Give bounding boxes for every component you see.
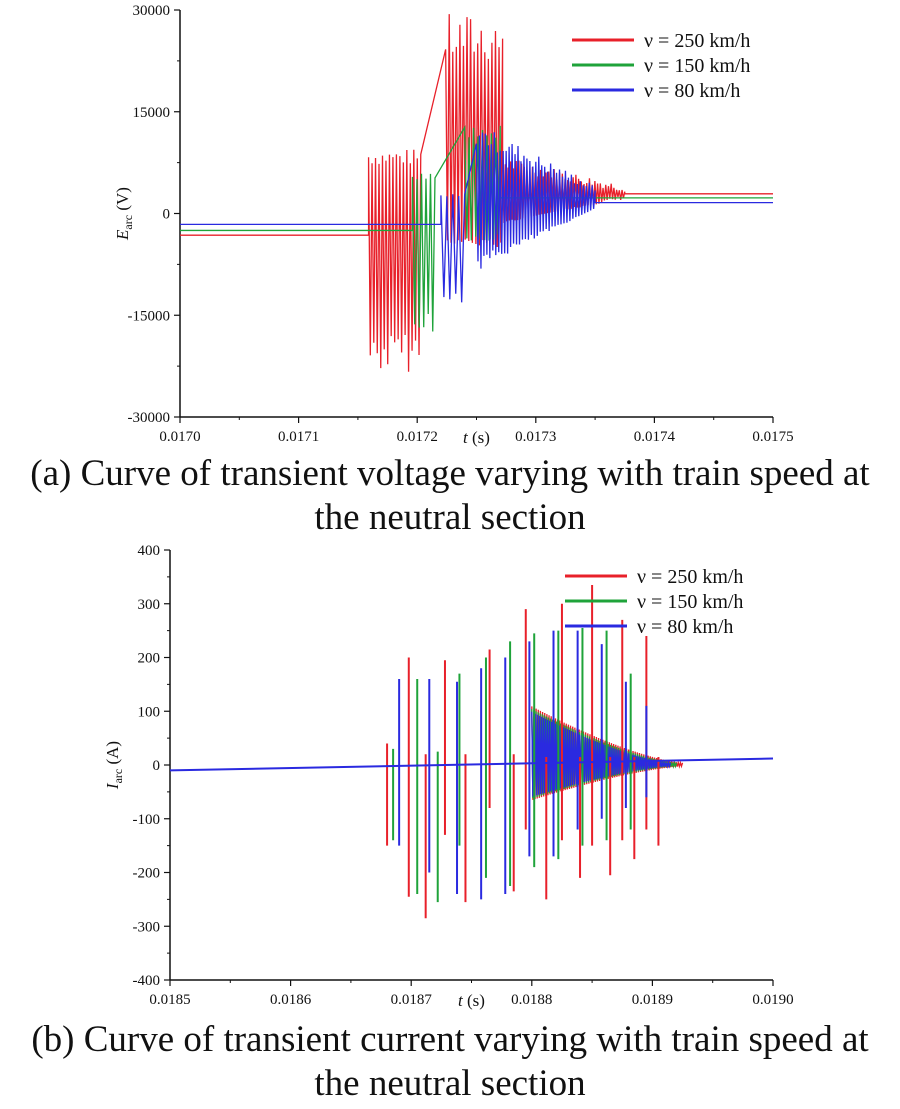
current-chart: 400 300 200 100 0 -100 -200 -300 -400 0.0185 0.018… <box>103 543 794 1010</box>
y-tick-label: -200 <box>133 866 161 882</box>
caption-a-line1: (a) Curve of transient voltage varying w… <box>30 453 870 494</box>
y-axis-label: Iarc (A) <box>103 741 125 790</box>
baseline-line <box>169 757 774 772</box>
y-axis-label: Earc (V) <box>113 187 135 241</box>
x-tick-label: 0.0175 <box>752 429 793 445</box>
legend-label: ν = 250 km/h <box>644 30 750 52</box>
y-tick-label: 200 <box>138 651 161 667</box>
y-tick-label: -15000 <box>128 308 171 324</box>
caption-b: (b) Curve of transient current varying w… <box>0 1018 900 1106</box>
legend-label: ν = 80 km/h <box>637 616 733 638</box>
y-tick-label: 0 <box>163 207 171 223</box>
x-tick-label: 0.0190 <box>752 992 793 1008</box>
caption-b-line2: the neutral section <box>314 1063 586 1104</box>
figure-a: 30000 15000 0 -15000 -30000 0.0170 0.0171 0.017… <box>0 0 900 462</box>
legend-label: ν = 250 km/h <box>637 566 743 588</box>
caption-b-line1: (b) Curve of transient current varying w… <box>31 1019 869 1060</box>
y-tick-label: 400 <box>138 543 161 559</box>
caption-a-line2: the neutral section <box>314 497 586 538</box>
x-tick-label: 0.0187 <box>391 992 433 1008</box>
x-tick-label: 0.0189 <box>632 992 673 1008</box>
x-tick-label: 0.0185 <box>149 992 190 1008</box>
y-tick-label: -300 <box>133 919 161 935</box>
legend-label: ν = 150 km/h <box>644 55 750 77</box>
y-tick-label: 100 <box>138 704 161 720</box>
y-tick-label: -30000 <box>128 410 171 426</box>
series-line <box>180 132 773 303</box>
x-axis-label: t (s) <box>463 428 490 447</box>
x-tick-label: 0.0172 <box>397 429 438 445</box>
x-tick-label: 0.0173 <box>515 429 556 445</box>
y-tick-label: 15000 <box>133 105 171 121</box>
y-tick-label: 300 <box>138 597 161 613</box>
y-tick-label: -400 <box>133 973 161 989</box>
x-tick-label: 0.0188 <box>511 992 552 1008</box>
x-axis-label: t (s) <box>458 991 485 1010</box>
x-tick-label: 0.0186 <box>270 992 312 1008</box>
legend-label: ν = 80 km/h <box>644 80 740 102</box>
x-tick-label: 0.0170 <box>159 429 200 445</box>
legend-label: ν = 150 km/h <box>637 591 743 613</box>
x-tick-label: 0.0171 <box>278 429 319 445</box>
figure-b: 400 300 200 100 0 -100 -200 -300 -400 0.0185 0.018… <box>0 540 900 1040</box>
y-tick-label: 30000 <box>133 3 171 19</box>
voltage-chart: 30000 15000 0 -15000 -30000 0.0170 0.0171 0.017… <box>113 3 794 447</box>
caption-a: (a) Curve of transient voltage varying w… <box>0 452 900 540</box>
y-tick-label: 0 <box>153 758 161 774</box>
y-tick-label: -100 <box>133 812 161 828</box>
x-tick-label: 0.0174 <box>634 429 676 445</box>
